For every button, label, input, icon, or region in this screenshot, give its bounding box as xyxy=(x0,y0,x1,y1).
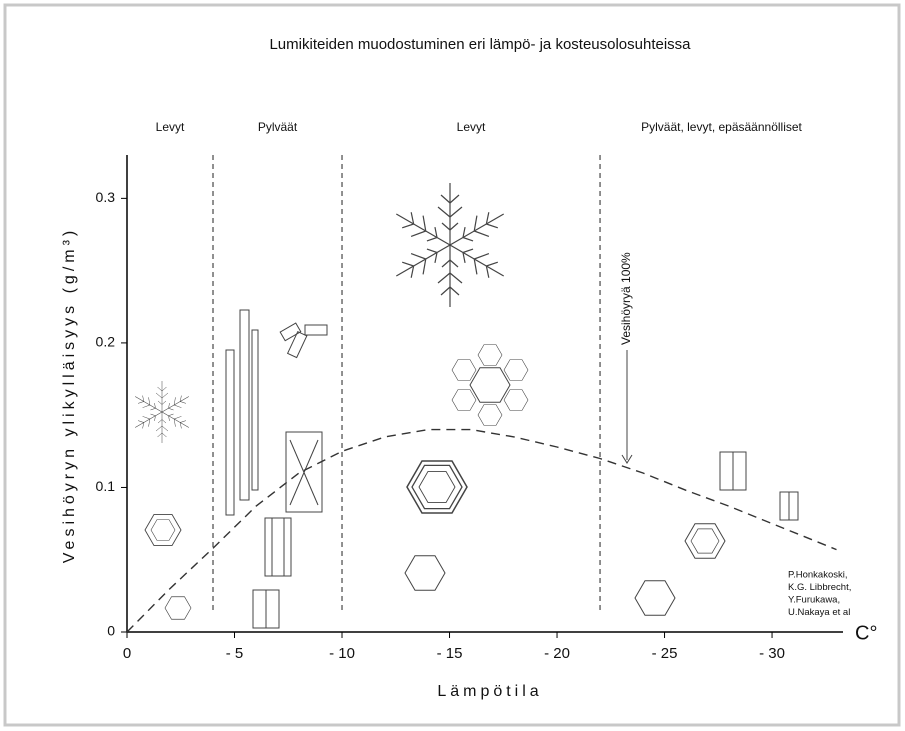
x-tick-label: - 10 xyxy=(329,645,355,662)
region-label: Levyt xyxy=(156,120,185,134)
x-tick-label: - 25 xyxy=(652,645,678,662)
credit: U.Nakaya et al xyxy=(788,607,850,618)
chart-title: Lumikiteiden muodostuminen eri lämpö- ja… xyxy=(269,36,691,53)
chart: Lumikiteiden muodostuminen eri lämpö- ja… xyxy=(0,0,905,731)
region-label: Pylväät xyxy=(258,120,298,134)
annotation: Vesihöyryä 100% xyxy=(619,252,633,345)
x-tick-label: - 30 xyxy=(759,645,785,662)
x-unit: C° xyxy=(855,622,877,644)
y-axis-label: Vesihöyryn ylikylläisyys (g/m³) xyxy=(61,227,78,563)
region-label: Pylväät, levyt, epäsäännölliset xyxy=(641,120,802,134)
credit: P.Honkakoski, xyxy=(788,570,848,581)
x-tick-label: 0 xyxy=(123,645,131,662)
y-tick-label: 0 xyxy=(107,623,115,639)
credit: K.G. Libbrecht, xyxy=(788,582,851,593)
credit: Y.Furukawa, xyxy=(788,595,840,606)
y-tick-label: 0.2 xyxy=(96,334,116,350)
frame xyxy=(5,5,899,725)
region-label: Levyt xyxy=(457,120,486,134)
x-axis-label: Lämpötila xyxy=(437,683,542,700)
y-tick-label: 0.1 xyxy=(96,478,116,494)
x-tick-label: - 20 xyxy=(544,645,570,662)
x-tick-label: - 15 xyxy=(437,645,463,662)
y-tick-label: 0.3 xyxy=(96,189,116,205)
x-tick-label: - 5 xyxy=(226,645,244,662)
